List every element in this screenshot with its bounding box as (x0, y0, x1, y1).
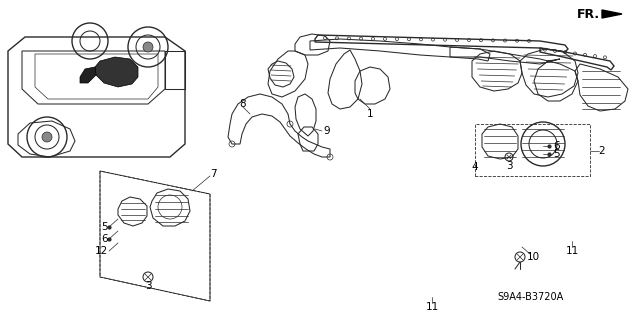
Polygon shape (95, 57, 138, 87)
Text: 3: 3 (506, 161, 512, 171)
Text: 5: 5 (553, 149, 559, 159)
Text: 9: 9 (323, 126, 330, 136)
Text: 6: 6 (553, 141, 559, 151)
Text: 5: 5 (101, 222, 108, 232)
Text: 12: 12 (95, 246, 108, 256)
Text: 4: 4 (472, 162, 478, 172)
Text: 2: 2 (598, 146, 605, 156)
Text: 11: 11 (565, 246, 579, 256)
Text: 6: 6 (101, 234, 108, 244)
Text: 8: 8 (240, 99, 246, 109)
Text: 7: 7 (210, 169, 216, 179)
Text: 10: 10 (527, 252, 540, 262)
Text: FR.: FR. (577, 8, 600, 20)
Text: 1: 1 (367, 109, 373, 119)
Circle shape (42, 132, 52, 142)
Text: S9A4-B3720A: S9A4-B3720A (497, 292, 563, 302)
Polygon shape (602, 10, 622, 18)
Text: 3: 3 (145, 281, 151, 291)
Polygon shape (80, 67, 96, 83)
Circle shape (143, 42, 153, 52)
Text: 11: 11 (426, 302, 438, 312)
